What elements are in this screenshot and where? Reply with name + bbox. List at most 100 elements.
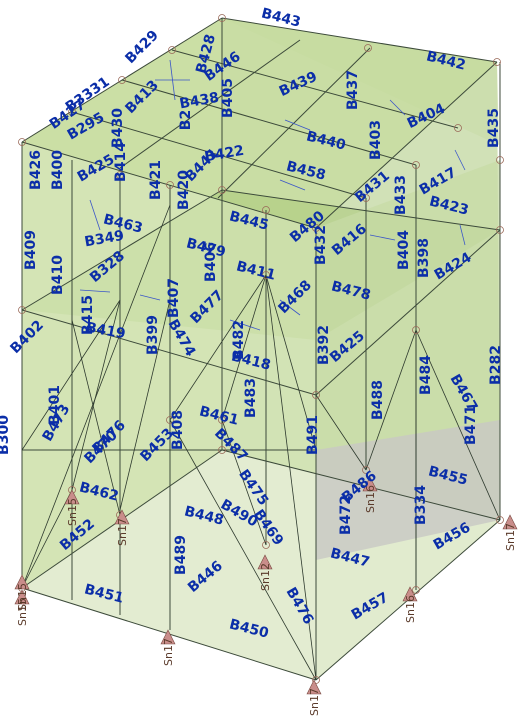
axis-marker: [229, 319, 261, 331]
joint-node[interactable]: [166, 416, 174, 424]
beam-label[interactable]: B410: [50, 255, 66, 295]
beam-label[interactable]: B349: [83, 228, 125, 251]
support-symbol: [160, 629, 176, 645]
beam-label[interactable]: B334: [413, 485, 429, 525]
beam-label[interactable]: B426: [28, 150, 44, 190]
beam-label[interactable]: B491: [305, 415, 321, 455]
axis-marker: [389, 99, 406, 116]
joint-node[interactable]: [262, 271, 270, 279]
support-label: Sn16: [404, 595, 417, 623]
joint-node[interactable]: [218, 14, 226, 22]
support-node[interactable]: Sn17: [114, 509, 130, 546]
edge: [121, 79, 417, 166]
beam-label[interactable]: B415: [80, 295, 96, 335]
joint-node[interactable]: [412, 161, 420, 169]
joint-node[interactable]: [362, 466, 370, 474]
beam-label[interactable]: B483: [243, 378, 259, 418]
support-node[interactable]: Sn17: [306, 679, 322, 716]
beam-label[interactable]: B406: [203, 242, 219, 282]
beam-label[interactable]: B400: [50, 150, 66, 190]
joint-node[interactable]: [168, 46, 176, 54]
beam-label[interactable]: B392: [316, 325, 332, 365]
beam-label[interactable]: B420: [176, 170, 192, 210]
joint-node[interactable]: [218, 416, 226, 424]
support-label: Sn17: [504, 523, 517, 551]
joint-node[interactable]: [312, 391, 320, 399]
brace: [169, 419, 317, 681]
beam-label[interactable]: B408: [170, 410, 186, 450]
joint-node[interactable]: [454, 124, 462, 132]
support-node[interactable]: Sn17: [160, 629, 176, 666]
beam-label[interactable]: B398: [416, 238, 432, 278]
joint-node[interactable]: [68, 108, 76, 116]
joint-node[interactable]: [496, 226, 504, 234]
joint-node[interactable]: [118, 76, 126, 84]
beam-label[interactable]: B489: [173, 535, 189, 575]
beam-label[interactable]: B430: [110, 108, 126, 148]
support-node[interactable]: Sn15: [64, 489, 80, 526]
joint-node[interactable]: [312, 224, 320, 232]
support-label: Sn15: [16, 598, 29, 626]
beam-label[interactable]: B419: [85, 320, 127, 343]
axis-marker: [369, 234, 396, 241]
axis-marker: [79, 289, 111, 293]
joint-node[interactable]: [362, 194, 370, 202]
beam-label[interactable]: B435: [486, 108, 502, 148]
joint-node[interactable]: [496, 156, 504, 164]
support-node[interactable]: Sn15: [14, 589, 30, 626]
support-node[interactable]: Sn17: [502, 514, 518, 551]
support-node[interactable]: Sn12: [257, 554, 273, 591]
joint-node[interactable]: [364, 44, 372, 52]
joint-node[interactable]: [412, 586, 420, 594]
beam-label[interactable]: B407: [166, 278, 182, 318]
beam-label[interactable]: B404: [396, 230, 412, 270]
support-label: Sn12: [259, 563, 272, 591]
beam-label[interactable]: B488: [370, 380, 386, 420]
beam-label[interactable]: B472: [338, 495, 354, 535]
joint-node[interactable]: [493, 58, 501, 66]
beam-label[interactable]: B438: [178, 90, 220, 113]
brace: [265, 274, 317, 451]
support-node[interactable]: Sn16: [402, 586, 418, 623]
axis-marker: [89, 199, 101, 231]
joint-node[interactable]: [218, 186, 226, 194]
beam-label[interactable]: B414: [113, 142, 129, 182]
support-node[interactable]: Sn16: [362, 476, 378, 513]
joint-node[interactable]: [18, 138, 26, 146]
beam-label[interactable]: B421: [148, 160, 164, 200]
beam-label[interactable]: B300: [0, 415, 12, 455]
beam-label[interactable]: B433: [393, 175, 409, 215]
beam-label[interactable]: B399: [145, 315, 161, 355]
brace: [265, 274, 317, 681]
joint-node[interactable]: [116, 171, 124, 179]
joint-node[interactable]: [18, 306, 26, 314]
beam-label[interactable]: B482: [231, 320, 247, 360]
beam-label[interactable]: B437: [345, 70, 361, 110]
support-node[interactable]: Sn15: [14, 574, 30, 611]
joint-node[interactable]: [262, 206, 270, 214]
joint-node[interactable]: [496, 516, 504, 524]
axis-marker: [279, 299, 301, 316]
beam-label[interactable]: B432: [313, 225, 329, 265]
brace: [71, 299, 121, 491]
beam-label[interactable]: B422: [203, 143, 245, 166]
support-symbol: [114, 509, 130, 525]
beam-label[interactable]: B403: [368, 120, 384, 160]
beam-label[interactable]: B484: [418, 355, 434, 395]
beam-label[interactable]: B471: [463, 405, 479, 445]
joint-node[interactable]: [166, 181, 174, 189]
edge: [217, 47, 371, 199]
beam-label[interactable]: B282: [488, 345, 504, 385]
beam-label[interactable]: B401: [47, 385, 63, 425]
beam-label[interactable]: B405: [220, 78, 236, 118]
joint-node[interactable]: [218, 446, 226, 454]
brace: [71, 319, 121, 516]
beam-label[interactable]: B2: [178, 110, 194, 130]
edge: [221, 17, 498, 63]
joint-node[interactable]: [412, 326, 420, 334]
edge: [221, 449, 501, 521]
beam-label[interactable]: B409: [23, 230, 39, 270]
joint-node[interactable]: [262, 541, 270, 549]
support-symbol: [257, 554, 273, 570]
